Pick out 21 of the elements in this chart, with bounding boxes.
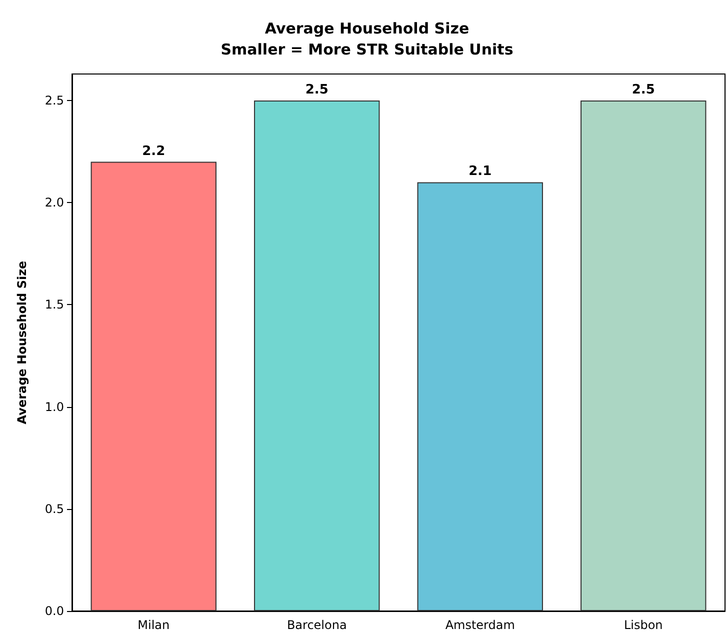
y-tick-label: 2.0 xyxy=(44,196,64,210)
x-tick-label: Barcelona xyxy=(286,618,347,632)
data-label: 2.1 xyxy=(468,164,492,180)
data-label: 2.5 xyxy=(632,82,655,98)
data-label: 2.2 xyxy=(142,144,166,159)
y-tick-label: 2.5 xyxy=(44,94,64,108)
data-label: 2.5 xyxy=(305,82,328,98)
bar xyxy=(90,162,216,611)
chart-title: Average Household Size xyxy=(264,20,470,38)
y-axis-title: Average Household Size xyxy=(15,260,29,424)
chart-subtitle: Smaller = More STR Suitable Units xyxy=(220,40,514,58)
bar xyxy=(417,182,543,611)
y-tick-label: 0.0 xyxy=(44,604,64,618)
y-tick-label: 1.0 xyxy=(44,400,64,414)
x-tick-label: Milan xyxy=(138,618,170,632)
y-tick-label: 0.5 xyxy=(44,502,64,516)
bar xyxy=(254,100,380,611)
bar xyxy=(580,100,706,611)
x-tick-label: Amsterdam xyxy=(445,618,515,632)
x-tick-label: Lisbon xyxy=(624,618,663,632)
y-tick-label: 1.5 xyxy=(44,298,64,312)
